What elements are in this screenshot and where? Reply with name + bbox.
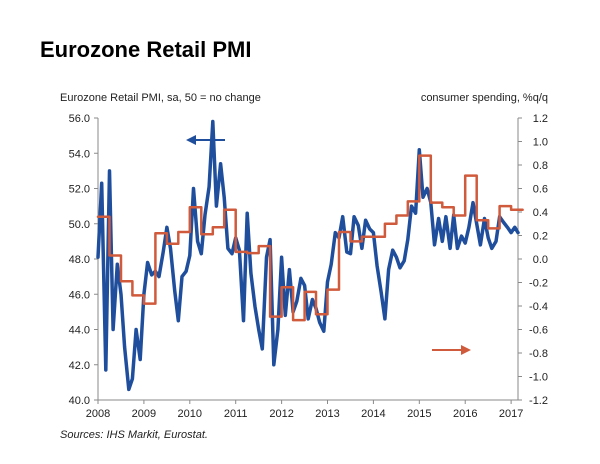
x-tick-label: 2012: [269, 408, 293, 420]
x-tick-label: 2015: [407, 408, 431, 420]
left-tick-label: 56.0: [69, 113, 90, 125]
x-tick-label: 2009: [132, 408, 156, 420]
chart-title: Eurozone Retail PMI: [40, 37, 252, 62]
right-tick-label: -0.4: [529, 301, 548, 313]
left-tick-label: 50.0: [69, 219, 90, 231]
right-arrow-icon: [461, 345, 471, 355]
left-tick-label: 44.0: [69, 325, 90, 337]
x-tick-label: 2010: [178, 408, 202, 420]
x-tick-label: 2011: [224, 408, 248, 420]
left-tick-label: 42.0: [69, 360, 90, 372]
right-axis-title: consumer spending, %q/q: [421, 92, 548, 104]
right-tick-label: 0.2: [533, 231, 548, 243]
right-tick-label: 0.0: [533, 254, 548, 266]
left-tick-label: 46.0: [69, 289, 90, 301]
left-axis-title: Eurozone Retail PMI, sa, 50 = no change: [60, 92, 261, 104]
left-arrow-icon: [186, 135, 196, 145]
x-tick-label: 2013: [315, 408, 339, 420]
x-tick-label: 2016: [453, 408, 477, 420]
right-tick-label: 1.0: [533, 137, 548, 149]
x-tick-label: 2008: [86, 408, 110, 420]
right-tick-label: -0.2: [529, 278, 548, 290]
left-tick-label: 52.0: [69, 184, 90, 196]
right-tick-label: 0.6: [533, 184, 548, 196]
right-tick-label: -0.8: [529, 348, 548, 360]
left-tick-label: 48.0: [69, 254, 90, 266]
left-tick-label: 40.0: [69, 395, 90, 407]
right-tick-label: 0.4: [533, 207, 548, 219]
source-note: Sources: IHS Markit, Eurostat.: [60, 429, 208, 441]
right-tick-label: -1.2: [529, 395, 548, 407]
left-tick-label: 54.0: [69, 148, 90, 160]
right-tick-label: -0.6: [529, 325, 548, 337]
right-tick-label: 1.2: [533, 113, 548, 125]
x-tick-label: 2014: [361, 408, 385, 420]
consumer-spending-series-line: [96, 154, 524, 322]
right-tick-label: -1.0: [529, 372, 548, 384]
x-tick-label: 2017: [499, 408, 523, 420]
right-tick-label: 0.8: [533, 160, 548, 172]
